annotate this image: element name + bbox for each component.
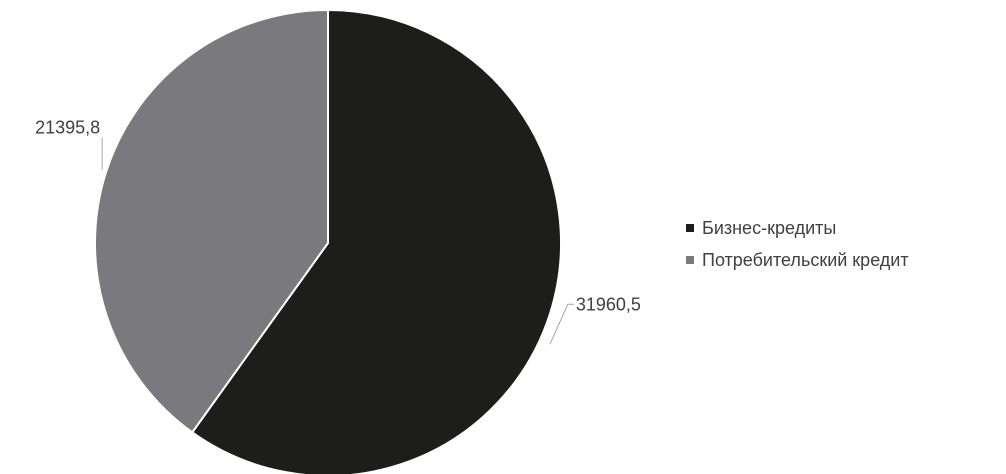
legend-swatch-business-credits — [686, 224, 694, 232]
legend-item-business-credits: Бизнес-кредиты — [686, 212, 909, 244]
data-label-consumer-credit: 21395,8 — [35, 118, 100, 138]
legend: Бизнес-кредиты Потребительский кредит — [686, 212, 909, 276]
data-labels: 31960,5 21395,8 — [35, 118, 641, 315]
leader-line — [549, 303, 574, 345]
pie-slices — [94, 8, 562, 474]
leader-lines — [101, 137, 574, 345]
legend-swatch-consumer-credit — [686, 256, 694, 264]
data-label-business-credits: 31960,5 — [576, 294, 641, 314]
legend-label-business-credits: Бизнес-кредиты — [702, 217, 837, 238]
slice-consumer-credit — [94, 8, 329, 434]
legend-label-consumer-credit: Потребительский кредит — [702, 249, 909, 270]
legend-item-consumer-credit: Потребительский кредит — [686, 244, 909, 276]
slice-business-credits — [190, 8, 562, 474]
